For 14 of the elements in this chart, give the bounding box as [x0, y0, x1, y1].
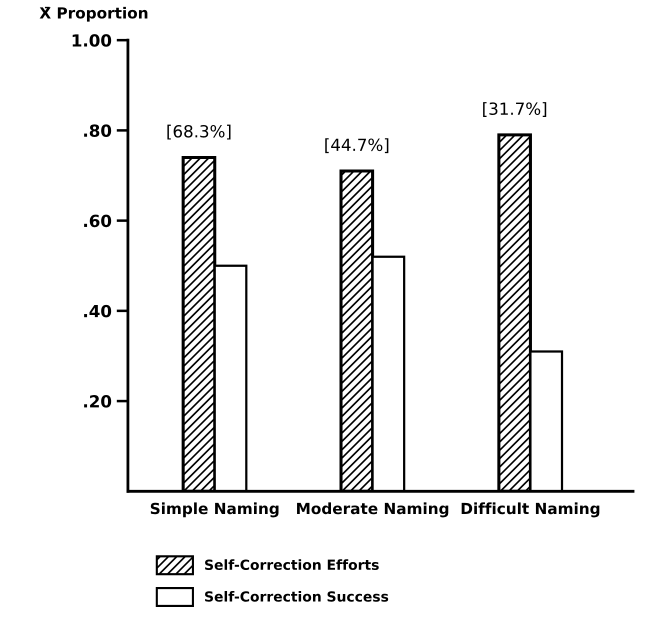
y-tick-label: .60: [84, 214, 112, 228]
annotation: [31.7%]: [483, 102, 546, 117]
y-tick-label: 1.00: [72, 34, 112, 47]
annotation: [44.7%]: [325, 138, 388, 154]
x-tick-label: Simple Naming: [150, 502, 278, 518]
y-axis-title: X̄ Proportion: [40, 6, 148, 22]
legend-label: Self-Correction Efforts: [205, 559, 379, 570]
legend-label: Self-Correction Success: [205, 590, 388, 602]
y-tick-label: .80: [84, 124, 112, 137]
x-tick-label: Moderate Naming: [297, 502, 448, 518]
annotation: [68.3%]: [167, 124, 230, 140]
y-tick-label: .40: [84, 304, 112, 318]
x-tick-label: Difficult Naming: [462, 502, 600, 518]
y-tick-label: .20: [84, 395, 112, 408]
